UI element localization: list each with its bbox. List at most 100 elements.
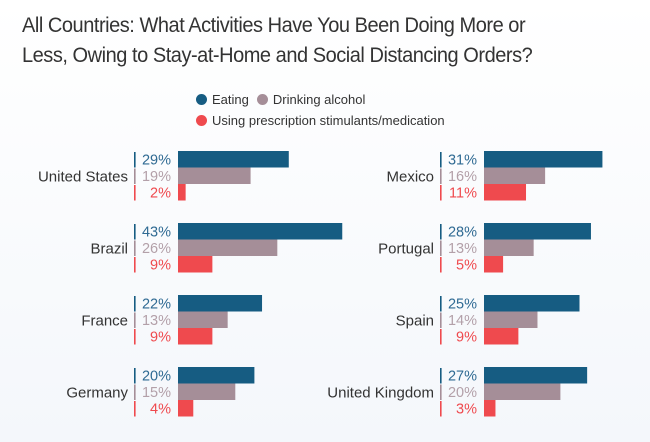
- bar-alcohol: [178, 311, 228, 328]
- bar-medication: [178, 256, 213, 273]
- bar-alcohol: [484, 167, 546, 184]
- value-label-alcohol: 16%: [448, 169, 477, 185]
- country-group: United Kingdom 27%20%3%: [327, 367, 588, 418]
- separator-alcohol: [440, 168, 442, 184]
- bar-eating: [178, 223, 343, 240]
- country-label: United States: [38, 168, 128, 185]
- chart-title-line-1: All Countries: What Activities Have You …: [22, 13, 526, 37]
- value-label-medication: 9%: [456, 330, 477, 346]
- value-label-medication: 9%: [150, 330, 171, 346]
- country-label: United Kingdom: [327, 384, 434, 401]
- legend: Eating Drinking alcohol Using prescripti…: [196, 89, 453, 131]
- bar-alcohol: [484, 311, 538, 328]
- chart-title: All Countries: What Activities Have You …: [22, 10, 599, 70]
- country-label: Spain: [396, 312, 434, 329]
- separator-alcohol: [440, 384, 442, 400]
- separator-eating: [440, 224, 442, 240]
- country-group: Portugal 28%13%5%: [378, 223, 591, 274]
- bar-alcohol: [178, 239, 278, 256]
- separator-medication: [134, 257, 136, 273]
- country-label: Brazil: [90, 240, 128, 257]
- separator-alcohol: [440, 240, 442, 256]
- chart-title-line-2: Less, Owing to Stay-at-Home and Social D…: [22, 43, 533, 67]
- legend-swatch-alcohol: [256, 94, 268, 105]
- legend-item-medication: Using prescription stimulants/medication: [196, 113, 445, 128]
- value-label-eating: 31%: [448, 153, 477, 169]
- bar-medication: [484, 256, 504, 273]
- country-group: United States 29%19%2%: [38, 151, 289, 202]
- separator-eating: [134, 368, 136, 384]
- value-label-eating: 22%: [142, 297, 171, 313]
- value-label-alcohol: 20%: [448, 385, 477, 401]
- separator-medication: [134, 401, 136, 417]
- value-label-eating: 20%: [142, 369, 171, 385]
- separator-medication: [440, 401, 442, 417]
- bar-alcohol: [484, 383, 561, 400]
- separator-alcohol: [134, 168, 136, 184]
- legend-swatch-eating: [196, 94, 207, 105]
- bar-medication: [178, 400, 194, 417]
- bar-eating: [484, 151, 603, 168]
- value-label-eating: 29%: [142, 153, 171, 169]
- separator-eating: [134, 296, 136, 312]
- separator-alcohol: [134, 312, 136, 328]
- value-label-medication: 3%: [456, 402, 477, 418]
- value-label-alcohol: 14%: [448, 313, 477, 329]
- separator-eating: [134, 224, 136, 240]
- separator-alcohol: [134, 384, 136, 400]
- legend-item-eating: Eating: [196, 92, 249, 107]
- separator-medication: [440, 257, 442, 273]
- country-group: Germany 20%15%4%: [66, 367, 255, 418]
- separator-eating: [134, 152, 136, 168]
- legend-label-medication: Using prescription stimulants/medication: [212, 113, 445, 128]
- separator-eating: [440, 152, 442, 168]
- value-label-medication: 4%: [150, 402, 171, 418]
- country-group: Spain 25%14%9%: [396, 295, 580, 346]
- value-label-alcohol: 19%: [142, 169, 171, 185]
- bar-medication: [484, 400, 496, 417]
- separator-medication: [134, 185, 136, 201]
- value-label-alcohol: 13%: [142, 313, 171, 329]
- country-group: Mexico 31%16%11%: [386, 151, 603, 202]
- bar-alcohol: [178, 167, 251, 184]
- value-label-medication: 9%: [150, 258, 171, 274]
- separator-alcohol: [134, 240, 136, 256]
- country-label: Mexico: [386, 168, 434, 185]
- legend-swatch-medication: [196, 115, 207, 126]
- country-group: France 22%13%9%: [81, 295, 263, 346]
- value-label-medication: 2%: [150, 186, 171, 202]
- country-label: France: [81, 312, 128, 329]
- country-group: Brazil 43%26%9%: [90, 223, 343, 274]
- legend-item-alcohol: Drinking alcohol: [256, 92, 366, 107]
- bar-eating: [484, 223, 591, 240]
- bar-eating: [178, 151, 289, 168]
- bar-medication: [484, 184, 527, 201]
- bar-medication: [484, 328, 519, 345]
- separator-medication: [134, 329, 136, 345]
- value-label-medication: 5%: [456, 258, 477, 274]
- bar-eating: [178, 295, 263, 312]
- separator-alcohol: [440, 312, 442, 328]
- value-label-alcohol: 15%: [142, 385, 171, 401]
- bar-eating: [178, 367, 255, 384]
- separator-eating: [440, 368, 442, 384]
- value-label-eating: 43%: [142, 225, 171, 241]
- legend-label-alcohol: Drinking alcohol: [272, 92, 366, 107]
- bar-alcohol: [484, 239, 534, 256]
- value-label-eating: 27%: [448, 369, 477, 385]
- bar-eating: [484, 367, 588, 384]
- separator-medication: [440, 329, 442, 345]
- value-label-eating: 28%: [448, 225, 477, 241]
- country-label: Germany: [66, 384, 128, 401]
- value-label-medication: 11%: [449, 186, 477, 202]
- bar-eating: [484, 295, 580, 312]
- country-label: Portugal: [378, 240, 434, 257]
- value-label-eating: 25%: [448, 297, 477, 313]
- separator-medication: [440, 185, 442, 201]
- legend-label-eating: Eating: [212, 92, 249, 107]
- separator-eating: [440, 296, 442, 312]
- value-label-alcohol: 13%: [448, 241, 477, 257]
- bar-alcohol: [178, 383, 236, 400]
- bar-medication: [178, 328, 213, 345]
